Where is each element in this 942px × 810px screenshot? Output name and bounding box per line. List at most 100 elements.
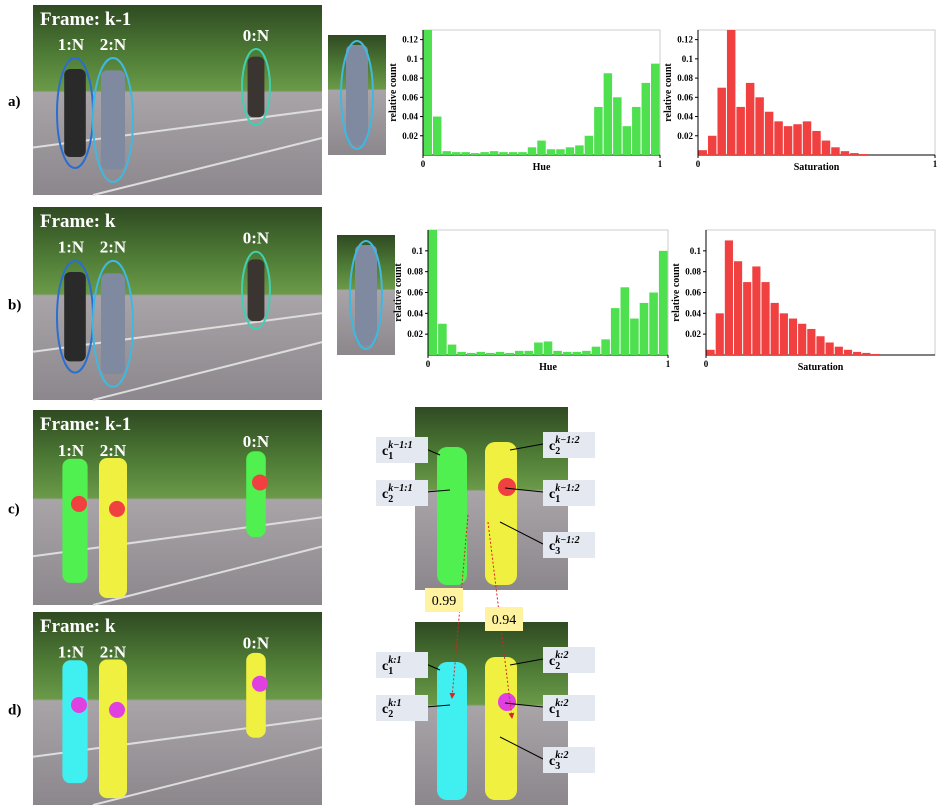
- histogram-bar: [822, 141, 830, 155]
- histogram-bar: [594, 107, 602, 155]
- similarity-score: 0.94: [492, 613, 517, 628]
- person: [101, 70, 125, 169]
- histogram-bar: [457, 352, 466, 355]
- person-label: 2:N: [100, 35, 127, 54]
- histogram-bar: [547, 149, 555, 155]
- person-label: 1:N: [58, 238, 85, 257]
- person: [248, 57, 265, 118]
- person-label: 2:N: [100, 238, 127, 257]
- histogram-bar: [621, 287, 630, 355]
- histogram-bar: [812, 131, 820, 155]
- histogram-bar: [553, 351, 562, 355]
- histogram-bar: [734, 261, 742, 355]
- histogram-bar: [556, 149, 564, 155]
- segment-blob: [109, 702, 125, 718]
- frame-label: Frame: k-1: [40, 414, 131, 435]
- histogram-bar: [505, 353, 514, 355]
- histogram-bar: [755, 97, 763, 155]
- y-tick-label: 0.02: [677, 131, 693, 141]
- photo: 1:N2:N0:NFrame: k: [33, 612, 322, 805]
- x-axis-label: Hue: [533, 162, 551, 173]
- histogram-bar: [585, 136, 593, 155]
- histogram-bar: [789, 319, 797, 355]
- histogram-bar: [486, 353, 495, 355]
- histogram-bar: [771, 303, 779, 355]
- histogram-bar: [452, 152, 460, 155]
- person: [248, 259, 265, 321]
- histogram-bar: [433, 117, 441, 155]
- y-axis-label: relative count: [671, 263, 682, 322]
- cluster-sub: 1: [555, 494, 560, 505]
- histogram-bar: [765, 112, 773, 155]
- histogram-bar: [537, 141, 545, 155]
- person-label: 2:N: [100, 643, 127, 662]
- crop-person: [355, 245, 377, 345]
- histogram-bar: [429, 230, 438, 355]
- histogram-bar: [746, 83, 754, 155]
- histogram-bar: [807, 329, 815, 355]
- histogram-bar: [471, 153, 479, 155]
- histogram-bar: [442, 151, 450, 155]
- histogram-bar: [736, 107, 744, 155]
- x-tick-label: 0: [421, 159, 426, 169]
- y-tick-label: 0.02: [685, 329, 701, 339]
- histogram-bar: [862, 353, 870, 355]
- histogram-bar: [573, 352, 582, 355]
- person-label: 0:N: [243, 432, 270, 451]
- histogram-bar: [566, 147, 574, 155]
- histogram-bar: [642, 83, 650, 155]
- histogram-bar: [534, 343, 543, 356]
- histogram-bar: [490, 151, 498, 155]
- cluster-sup: k−1:2: [555, 483, 579, 494]
- y-axis-label: relative count: [388, 63, 399, 122]
- segmented-person: [246, 653, 266, 738]
- x-axis-label: Saturation: [794, 162, 840, 173]
- x-tick-label: 0: [696, 159, 701, 169]
- frame-label: Frame: k: [40, 211, 116, 232]
- cluster-sup: k−1:1: [388, 483, 412, 494]
- histogram-bar: [563, 352, 572, 355]
- figure: 1:N2:N0:NFrame: k-1a)1:N2:N0:NFrame: kb)…: [0, 0, 942, 805]
- histogram-bar: [716, 313, 724, 355]
- histogram-bar: [860, 154, 868, 155]
- histogram-bar: [835, 347, 843, 355]
- histogram-bar: [525, 351, 534, 355]
- y-tick-label: 0.06: [677, 92, 693, 102]
- y-tick-label: 0.04: [407, 308, 423, 318]
- x-tick-label: 1: [933, 159, 938, 169]
- y-tick-label: 0.12: [402, 35, 418, 45]
- cluster-sub: 1: [388, 451, 393, 462]
- histogram-bar: [826, 343, 834, 356]
- histogram-bar: [448, 345, 457, 355]
- histogram-bar: [871, 354, 879, 355]
- histogram-bar: [841, 151, 849, 155]
- x-tick-label: 0: [426, 359, 431, 369]
- histogram-bar: [480, 152, 488, 155]
- segmented-person: [485, 442, 517, 585]
- person-label: 0:N: [243, 229, 270, 248]
- histogram-bar: [707, 350, 715, 355]
- y-tick-label: 0.1: [682, 54, 694, 64]
- y-axis-label: relative count: [663, 63, 674, 122]
- frame-label: Frame: k: [40, 616, 116, 637]
- person-label: 0:N: [243, 26, 270, 45]
- histogram-bar: [761, 282, 769, 355]
- y-tick-label: 0.12: [677, 35, 693, 45]
- histogram-bar: [461, 152, 469, 155]
- segmented-person: [62, 459, 87, 583]
- segmented-person: [437, 662, 467, 800]
- histogram-bar: [582, 351, 591, 355]
- histogram-bar: [793, 124, 801, 155]
- histogram-bar: [424, 30, 432, 155]
- y-tick-label: 0.04: [685, 308, 701, 318]
- histogram-bar: [816, 336, 824, 355]
- similarity-score: 0.99: [432, 594, 457, 609]
- histogram-bar: [725, 240, 733, 355]
- segment-blob: [498, 478, 516, 496]
- segment-blob: [252, 474, 268, 490]
- histogram-bar: [601, 339, 610, 355]
- segmented-person: [62, 660, 87, 783]
- histogram-bar: [640, 303, 649, 355]
- histogram-bar: [575, 145, 583, 155]
